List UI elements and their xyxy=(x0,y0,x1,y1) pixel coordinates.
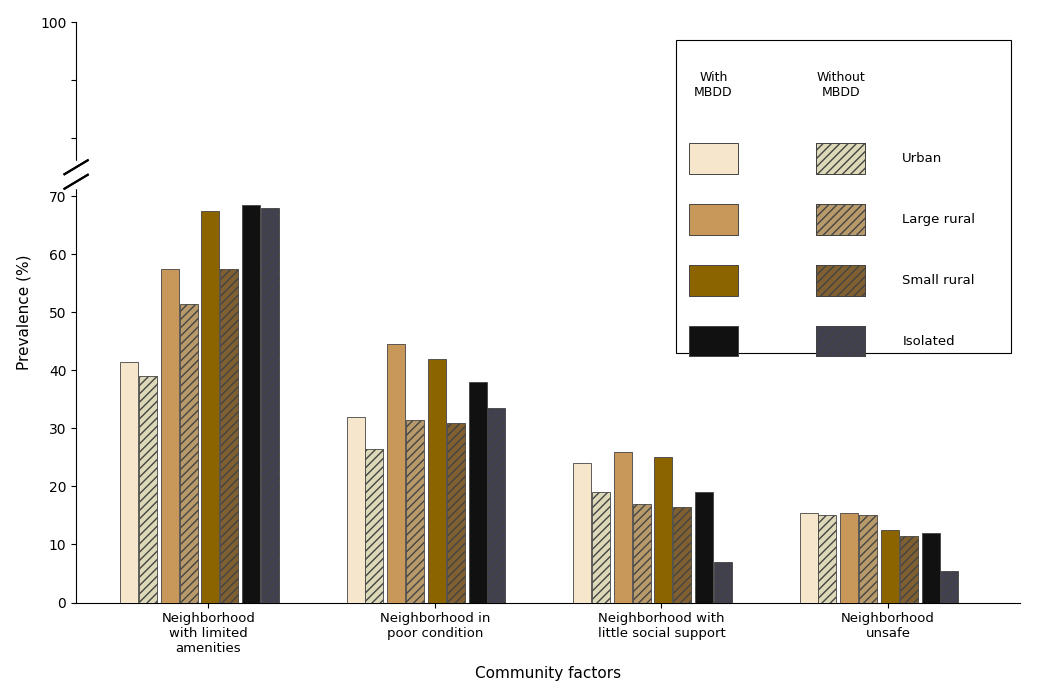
Bar xyxy=(161,269,178,602)
Text: Small rural: Small rural xyxy=(902,274,975,287)
Bar xyxy=(713,562,732,602)
Bar xyxy=(654,457,672,602)
Bar xyxy=(859,515,877,602)
Y-axis label: Prevalence (%): Prevalence (%) xyxy=(17,255,32,370)
Bar xyxy=(695,492,713,602)
Bar xyxy=(573,463,591,602)
Text: Isolated: Isolated xyxy=(902,335,955,348)
Text: With
MBDD: With MBDD xyxy=(694,71,733,100)
Bar xyxy=(261,208,279,602)
Text: Urban: Urban xyxy=(902,152,943,165)
Bar xyxy=(840,512,859,602)
FancyBboxPatch shape xyxy=(689,205,738,235)
Bar xyxy=(800,512,817,602)
FancyBboxPatch shape xyxy=(816,265,866,295)
Bar xyxy=(673,507,692,602)
Bar xyxy=(242,205,260,602)
Bar xyxy=(922,533,940,602)
Bar xyxy=(818,515,837,602)
Bar xyxy=(592,492,610,602)
Bar xyxy=(447,422,465,602)
FancyBboxPatch shape xyxy=(689,144,738,174)
Text: Large rural: Large rural xyxy=(902,213,976,226)
Bar xyxy=(179,304,197,602)
Bar xyxy=(469,382,486,602)
Bar xyxy=(428,359,446,602)
Bar xyxy=(346,417,365,602)
Bar xyxy=(139,376,157,602)
Bar xyxy=(407,419,424,602)
FancyBboxPatch shape xyxy=(816,326,866,357)
FancyBboxPatch shape xyxy=(816,205,866,235)
Text: Without
MBDD: Without MBDD xyxy=(816,71,865,100)
Bar xyxy=(614,452,632,602)
Bar xyxy=(633,504,650,602)
Bar xyxy=(880,530,899,602)
Bar xyxy=(487,408,505,602)
Bar xyxy=(220,269,239,602)
Bar xyxy=(387,344,405,602)
Bar xyxy=(941,570,958,602)
Bar xyxy=(900,536,918,602)
X-axis label: Community factors: Community factors xyxy=(475,667,621,681)
Bar xyxy=(201,211,219,602)
Bar xyxy=(120,362,138,602)
FancyBboxPatch shape xyxy=(816,144,866,174)
FancyBboxPatch shape xyxy=(689,326,738,357)
FancyBboxPatch shape xyxy=(676,40,1011,353)
Bar xyxy=(59,161,93,188)
Bar xyxy=(365,449,384,602)
FancyBboxPatch shape xyxy=(689,265,738,295)
